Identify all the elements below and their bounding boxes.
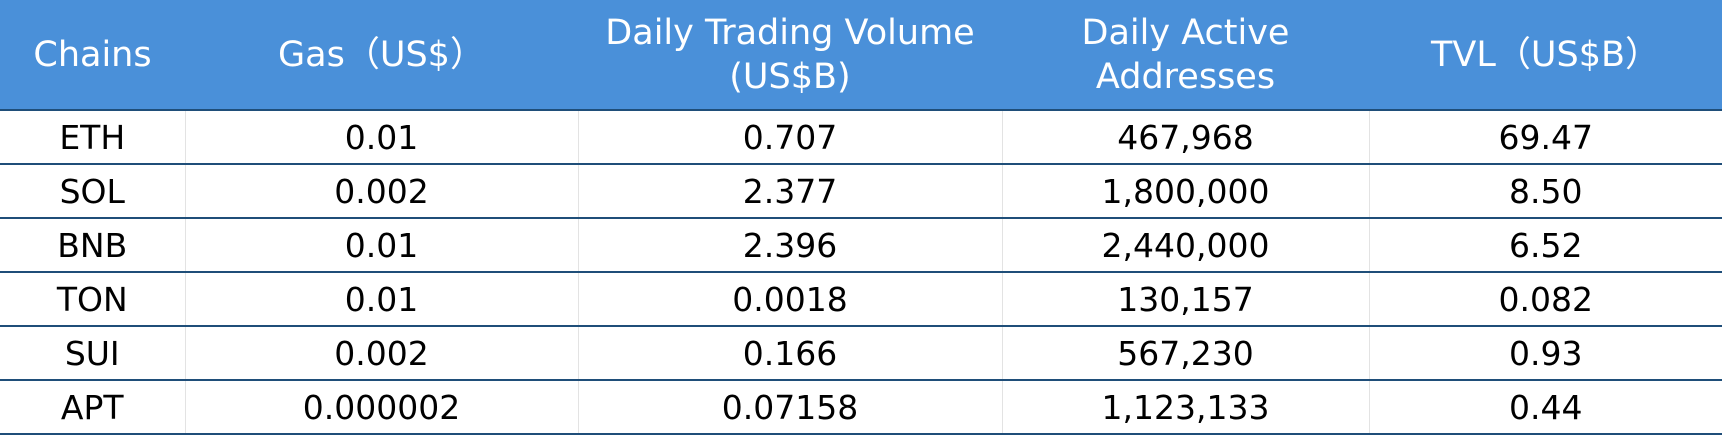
tvl-cell: 0.44 [1368, 380, 1722, 435]
chain-cell: APT [0, 380, 185, 435]
table-row: ETH 0.01 0.707 467,968 69.47 [0, 110, 1722, 165]
daily-trading-volume-cell: 2.396 [577, 218, 1002, 273]
gas-cell: 0.000002 [184, 380, 578, 435]
table-row: APT 0.000002 0.07158 1,123,133 0.44 [0, 380, 1722, 435]
column-header-tvl: TVL（US$B） [1369, 0, 1722, 111]
daily-trading-volume-cell: 0.166 [577, 326, 1002, 381]
table-body: ETH 0.01 0.707 467,968 69.47 SOL 0.002 2.377 1,8… [0, 110, 1722, 435]
daily-trading-volume-cell: 0.07158 [577, 380, 1002, 435]
column-header-chains: Chains [0, 0, 185, 111]
daily-active-addresses-cell: 467,968 [1001, 110, 1369, 165]
column-header-daily-active-addresses: Daily Active Addresses [1002, 0, 1369, 111]
daily-active-addresses-cell: 567,230 [1001, 326, 1369, 381]
column-header-gas: Gas（US$） [185, 0, 578, 111]
chain-cell: TON [0, 272, 185, 327]
daily-active-addresses-cell: 130,157 [1001, 272, 1369, 327]
chain-cell: SOL [0, 164, 185, 219]
daily-trading-volume-cell: 0.707 [577, 110, 1002, 165]
gas-cell: 0.002 [184, 164, 578, 219]
table-row: TON 0.01 0.0018 130,157 0.082 [0, 272, 1722, 327]
table-header-row: Chains Gas（US$） Daily Trading Volume (US… [0, 0, 1722, 111]
daily-active-addresses-cell: 1,800,000 [1001, 164, 1369, 219]
tvl-cell: 8.50 [1368, 164, 1722, 219]
chain-cell: SUI [0, 326, 185, 381]
table-row: BNB 0.01 2.396 2,440,000 6.52 [0, 218, 1722, 273]
daily-active-addresses-cell: 2,440,000 [1001, 218, 1369, 273]
gas-cell: 0.01 [184, 110, 578, 165]
tvl-cell: 69.47 [1368, 110, 1722, 165]
gas-cell: 0.002 [184, 326, 578, 381]
table-row: SUI 0.002 0.166 567,230 0.93 [0, 326, 1722, 381]
tvl-cell: 0.93 [1368, 326, 1722, 381]
daily-trading-volume-cell: 2.377 [577, 164, 1002, 219]
column-header-daily-trading-volume: Daily Trading Volume (US$B) [578, 0, 1002, 111]
daily-active-addresses-cell: 1,123,133 [1001, 380, 1369, 435]
tvl-cell: 0.082 [1368, 272, 1722, 327]
gas-cell: 0.01 [184, 272, 578, 327]
chain-cell: ETH [0, 110, 185, 165]
chain-cell: BNB [0, 218, 185, 273]
gas-cell: 0.01 [184, 218, 578, 273]
table-row: SOL 0.002 2.377 1,800,000 8.50 [0, 164, 1722, 219]
tvl-cell: 6.52 [1368, 218, 1722, 273]
daily-trading-volume-cell: 0.0018 [577, 272, 1002, 327]
